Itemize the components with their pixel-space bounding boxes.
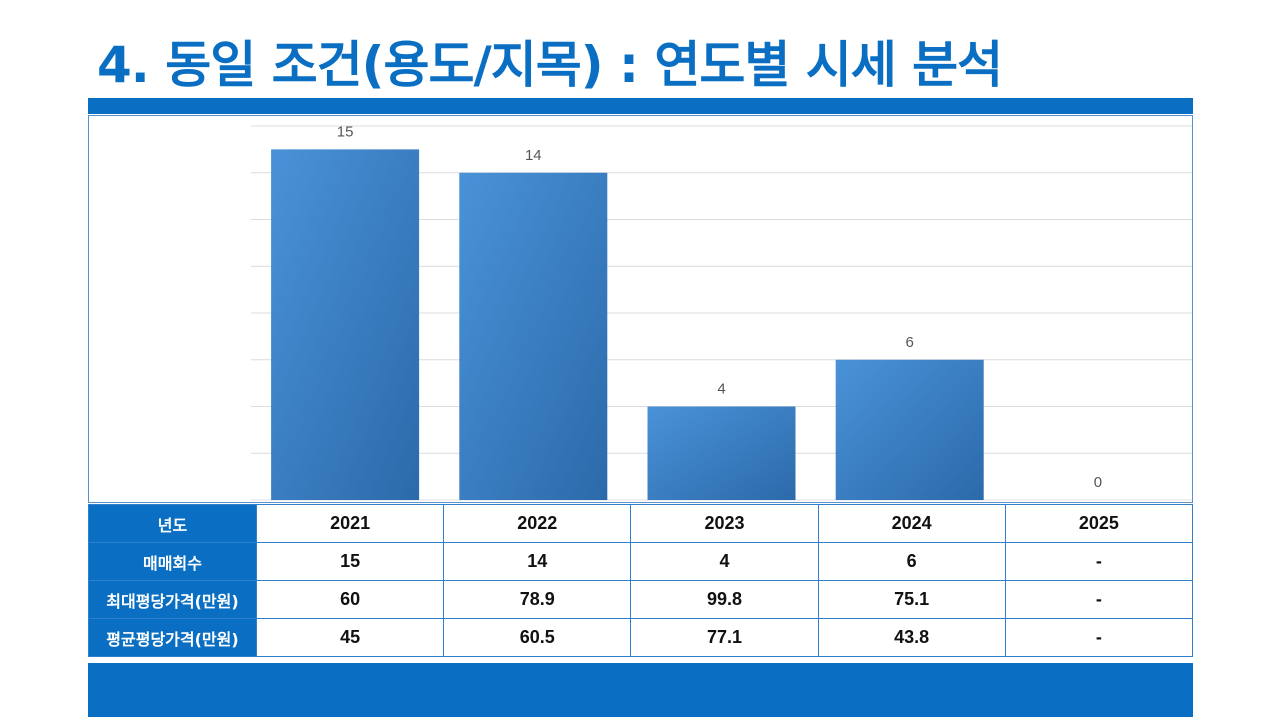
bar-2021: [271, 149, 420, 500]
bar-2022: [459, 172, 608, 500]
table-row-max-price: 최대평당가격(만원) 60 78.9 99.8 75.1 -: [88, 580, 1194, 619]
data-label-2022: 14: [525, 147, 542, 164]
row-header: 최대평당가격(만원): [88, 580, 257, 619]
table-cell: 14: [443, 542, 632, 581]
row-header: 평균평당가격(만원): [88, 618, 257, 657]
table-row-year: 년도 2021 2022 2023 2024 2025: [88, 504, 1194, 543]
bar-2023: [647, 406, 796, 500]
table-cell: 2024: [817, 504, 1006, 543]
data-label-2024: 6: [906, 334, 914, 351]
table-cell: 15: [255, 542, 445, 581]
footer-bar: [88, 663, 1193, 717]
title-underline-bar: [88, 98, 1193, 114]
bar-chart: 15 14 4 6 0: [251, 123, 1192, 501]
data-label-2023: 4: [717, 381, 725, 398]
table-cell: 99.8: [630, 580, 819, 619]
table-cell: 60.5: [443, 618, 632, 657]
table-cell: 2021: [255, 504, 445, 543]
table-cell: 75.1: [817, 580, 1006, 619]
page-title: 4. 동일 조건(용도/지목) : 연도별 시세 분석: [97, 36, 1003, 94]
table-row-avg-price: 평균평당가격(만원) 45 60.5 77.1 43.8 -: [88, 618, 1194, 657]
row-header: 매매회수: [88, 542, 257, 581]
table-cell: 4: [630, 542, 819, 581]
table-cell: 2023: [630, 504, 819, 543]
table-row-trades: 매매회수 15 14 4 6 -: [88, 542, 1194, 581]
table-cell: -: [1004, 580, 1194, 619]
table-cell: 2025: [1004, 504, 1194, 543]
table-cell: 6: [817, 542, 1006, 581]
table-cell: -: [1004, 542, 1194, 581]
row-header: 년도: [88, 504, 257, 543]
table-cell: 60: [255, 580, 445, 619]
table-cell: -: [1004, 618, 1194, 657]
table-cell: 2022: [443, 504, 632, 543]
data-label-2021: 15: [337, 123, 354, 140]
data-label-2025: 0: [1094, 474, 1102, 491]
table-cell: 78.9: [443, 580, 632, 619]
table-cell: 45: [255, 618, 445, 657]
table-cell: 43.8: [817, 618, 1006, 657]
data-table: 년도 2021 2022 2023 2024 2025 매매회수 15 14 4…: [88, 504, 1194, 657]
table-cell: 77.1: [630, 618, 819, 657]
chart-area: 15 14 4 6 0: [88, 115, 1193, 503]
bar-2024: [835, 359, 984, 500]
